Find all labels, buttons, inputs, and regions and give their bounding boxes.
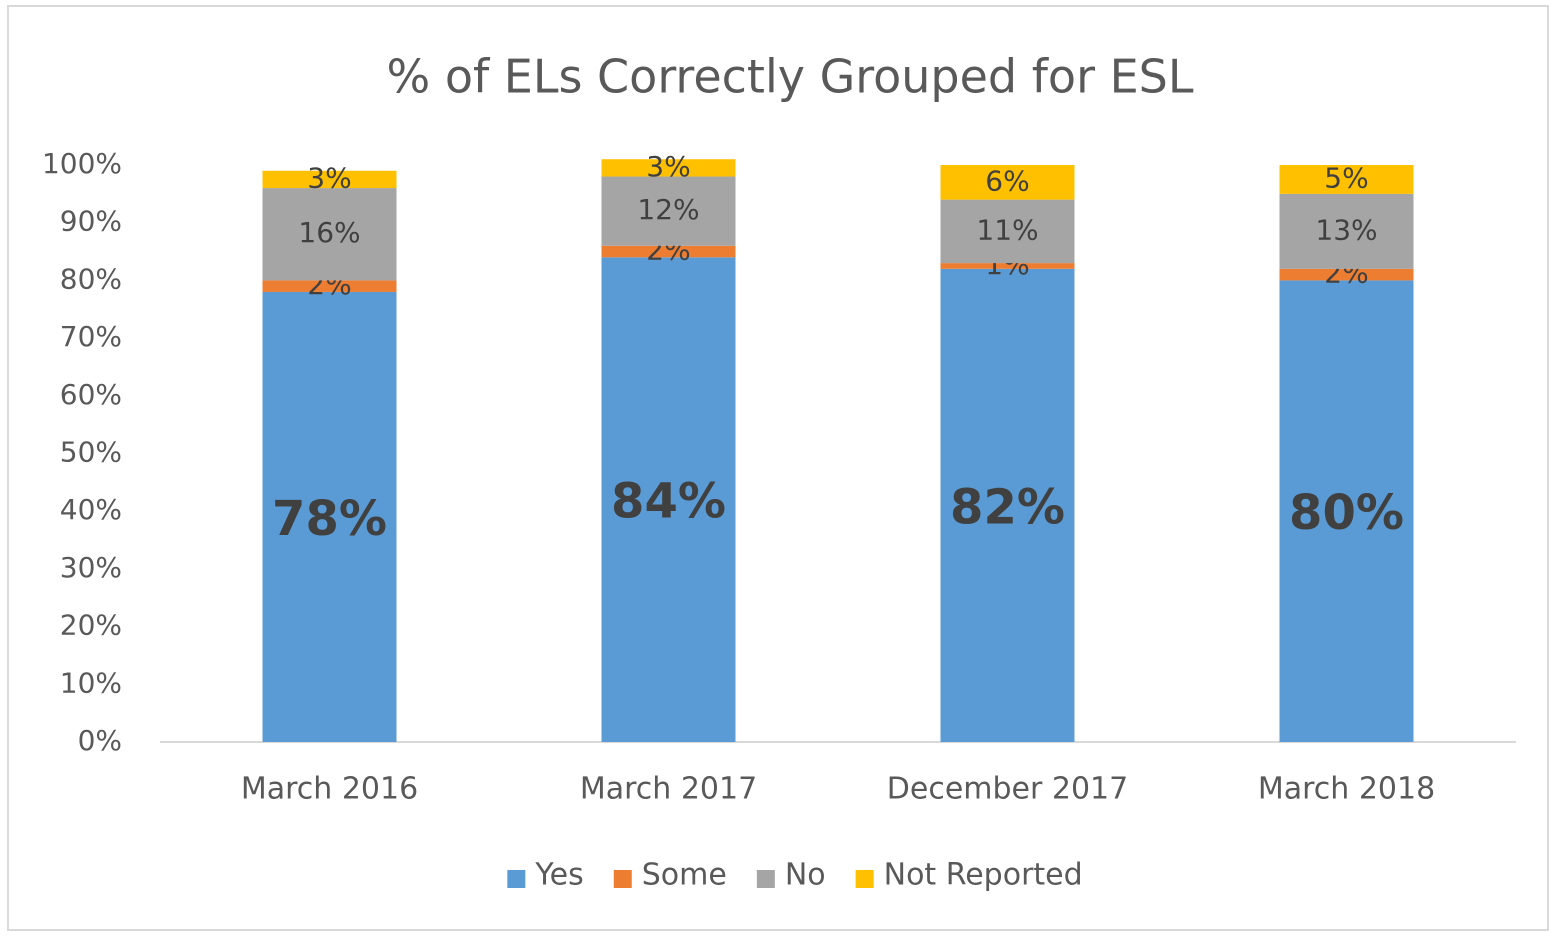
- data-label: 11%: [976, 213, 1038, 246]
- bar-segment: [601, 176, 736, 246]
- y-tick-label: 80%: [60, 262, 122, 295]
- data-label: 84%: [611, 474, 726, 530]
- legend-swatch: [507, 870, 526, 888]
- y-tick-label: 0%: [78, 724, 122, 757]
- y-tick-label: 20%: [60, 609, 122, 642]
- bar-segment: [1279, 268, 1414, 281]
- y-tick-label: 10%: [60, 666, 122, 699]
- bar-segment: [262, 188, 397, 281]
- y-tick-label: 100%: [42, 147, 122, 180]
- y-tick-label: 60%: [60, 378, 122, 411]
- y-tick-label: 40%: [60, 493, 122, 526]
- chart-title: % of ELs Correctly Grouped for ESL: [386, 50, 1193, 104]
- legend-label: Some: [642, 858, 727, 893]
- data-label: 3%: [646, 150, 690, 183]
- data-label: 78%: [272, 491, 387, 547]
- bar-segment: [940, 268, 1075, 742]
- x-tick-label: March 2017: [580, 772, 757, 807]
- y-tick-label: 50%: [60, 436, 122, 469]
- bar-segment: [1279, 193, 1414, 269]
- bar-segment: [940, 199, 1075, 264]
- legend-label: No: [785, 858, 826, 893]
- legend-label: Not Reported: [884, 858, 1083, 893]
- y-tick-label: 70%: [60, 320, 122, 353]
- legend-swatch: [613, 870, 632, 888]
- y-tick-label: 30%: [60, 551, 122, 584]
- legend-swatch: [756, 870, 775, 888]
- x-tick-label: March 2018: [1258, 772, 1435, 807]
- bar-segment: [262, 291, 397, 742]
- bar-segment: [262, 280, 397, 292]
- data-label: 6%: [985, 164, 1029, 197]
- data-label: 82%: [950, 479, 1065, 535]
- x-tick-label: March 2016: [241, 772, 418, 807]
- legend-swatch: [855, 870, 874, 888]
- legend-label: Yes: [534, 858, 583, 893]
- bar-segment: [1279, 280, 1414, 742]
- data-label: 16%: [298, 216, 360, 249]
- bar-segment: [940, 263, 1075, 269]
- data-label: 12%: [637, 193, 699, 226]
- bar-segment: [601, 245, 736, 258]
- y-tick-label: 90%: [60, 205, 122, 238]
- bar-segment: [1279, 165, 1414, 194]
- x-tick-label: December 2017: [887, 772, 1128, 807]
- bar-segment: [601, 257, 736, 742]
- data-label: 13%: [1315, 213, 1377, 246]
- data-label: 3%: [307, 161, 351, 194]
- bar-segment: [940, 165, 1075, 200]
- data-label: 5%: [1324, 161, 1368, 194]
- data-label: 80%: [1289, 485, 1404, 541]
- bar-segment: [262, 170, 397, 189]
- bar-segment: [601, 159, 736, 177]
